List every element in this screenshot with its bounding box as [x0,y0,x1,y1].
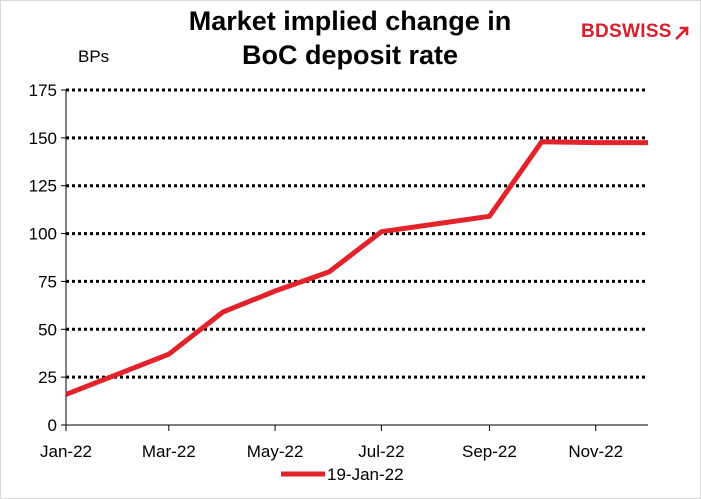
y-tick-label: 25 [38,368,57,387]
y-tick-label: 100 [29,225,57,244]
logo-text-swiss: SWISS [609,21,672,42]
bdswiss-logo: BD SWISS [581,20,692,44]
y-tick-label: 0 [48,416,57,435]
gridlines [66,88,648,379]
y-tick-label: 150 [29,129,57,148]
x-tick-label: Jul-22 [358,442,404,461]
y-axis-ticks: 0 25 50 75 100 125 150 175 [29,81,66,435]
x-tick-label: May-22 [247,442,304,461]
y-tick-label: 75 [38,272,57,291]
legend: 19-Jan-22 [281,465,404,484]
y-tick-label: 125 [29,177,57,196]
y-axis-label: BPs [78,47,109,66]
x-tick-label: Jan-22 [40,442,92,461]
x-tick-label: Nov-22 [568,442,623,461]
chart-title: Market implied change in BoC deposit rat… [150,4,550,72]
legend-label: 19-Jan-22 [327,465,404,484]
series-group [65,139,649,397]
x-tick-label: Mar-22 [142,442,196,461]
chart-title-line-1: Market implied change in [188,6,512,36]
series-line [65,139,648,397]
y-tick-label: 175 [29,81,57,100]
x-axis-ticks: Jan-22 Mar-22 May-22 Jul-22 Sep-22 Nov-22 [40,425,623,461]
y-tick-label: 50 [38,320,57,339]
chart-title-line-2: BoC deposit rate [241,40,459,70]
x-tick-label: Sep-22 [462,442,517,461]
logo-text-bd: BD [581,21,610,42]
arrow-icon [674,26,689,40]
